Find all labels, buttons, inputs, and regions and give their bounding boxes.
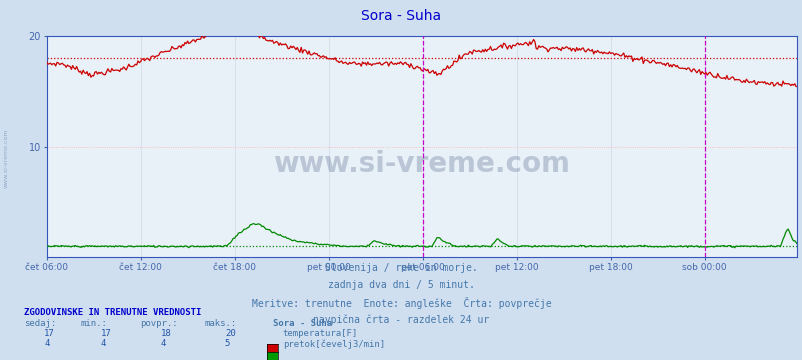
Text: ZGODOVINSKE IN TRENUTNE VREDNOSTI: ZGODOVINSKE IN TRENUTNE VREDNOSTI — [24, 308, 201, 317]
Text: 5: 5 — [225, 339, 230, 348]
Text: zadnja dva dni / 5 minut.: zadnja dva dni / 5 minut. — [328, 280, 474, 290]
Text: 4: 4 — [160, 339, 166, 348]
Text: sedaj:: sedaj: — [24, 319, 56, 328]
Text: 4: 4 — [44, 339, 50, 348]
Text: min.:: min.: — [80, 319, 107, 328]
Text: navpična črta - razdelek 24 ur: navpična črta - razdelek 24 ur — [313, 315, 489, 325]
Text: www.si-vreme.com: www.si-vreme.com — [273, 150, 569, 179]
Text: maks.:: maks.: — [205, 319, 237, 328]
Text: 4: 4 — [100, 339, 106, 348]
Text: 17: 17 — [100, 329, 111, 338]
Text: Sora - Suha: Sora - Suha — [273, 319, 332, 328]
Text: pretok[čevelj3/min]: pretok[čevelj3/min] — [282, 339, 384, 349]
Text: Sora - Suha: Sora - Suha — [361, 9, 441, 23]
Text: www.si-vreme.com: www.si-vreme.com — [4, 129, 9, 188]
Text: Meritve: trenutne  Enote: angleške  Črta: povprečje: Meritve: trenutne Enote: angleške Črta: … — [251, 297, 551, 309]
Text: 18: 18 — [160, 329, 171, 338]
Text: 17: 17 — [44, 329, 55, 338]
Text: povpr.:: povpr.: — [140, 319, 178, 328]
Text: temperatura[F]: temperatura[F] — [282, 329, 358, 338]
Text: 20: 20 — [225, 329, 235, 338]
Text: Slovenija / reke in morje.: Slovenija / reke in morje. — [325, 263, 477, 273]
